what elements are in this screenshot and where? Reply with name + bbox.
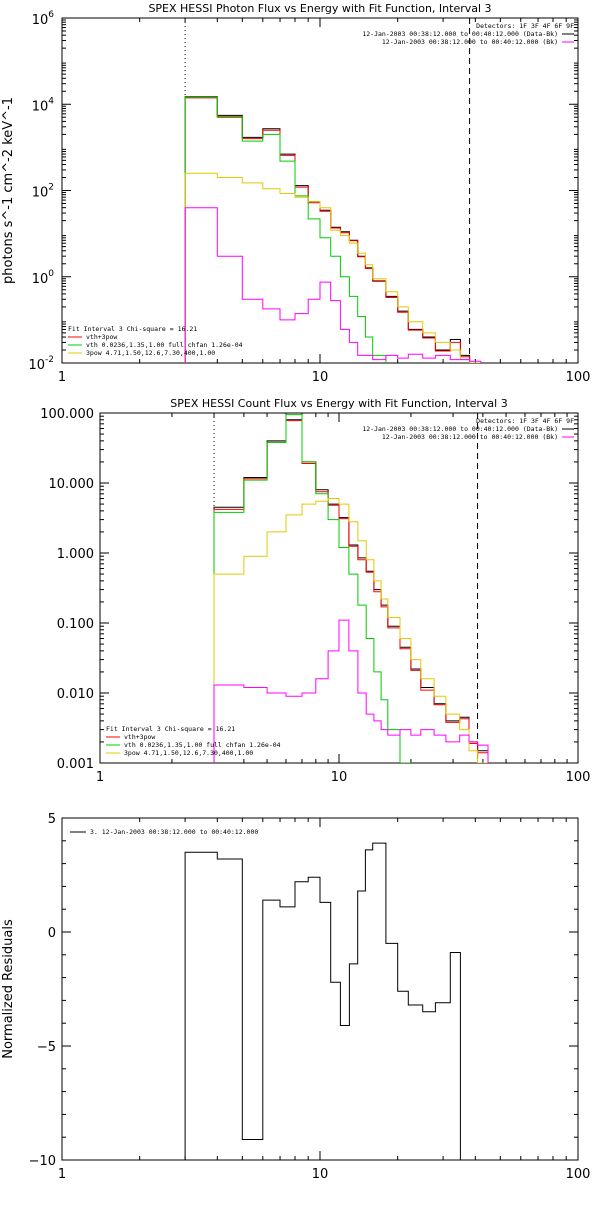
data-series-1: [213, 419, 489, 763]
legend-bottom-left-entry: 3pow 4.71,1.50,12.6,7.30,400,1.00: [86, 349, 215, 357]
chart-panel-1: SPEX HESSI Photon Flux vs Energy with Fi…: [1, 2, 591, 385]
y-tick-label: 10.000: [49, 477, 95, 492]
y-tick-label: 1.000: [57, 547, 94, 562]
chart-panel-2: SPEX HESSI Count Flux vs Energy with Fit…: [40, 397, 591, 785]
chart-panel-3: 1 10 100 5 0 −5 −10 Normalized Residuals 3. 12-J…: [1, 812, 590, 1182]
legend-bottom-left-entry: Fit Interval 3 Chi-square = 16.21: [68, 325, 197, 333]
y-tick-label: 0.100: [57, 617, 94, 632]
legend-top-right-entry: 12-Jan-2003 00:38:12.000 to 00:40:12.000…: [382, 38, 558, 46]
series-group: [184, 842, 461, 1160]
y-tick-base: 10: [32, 186, 49, 201]
data-series-4: [184, 172, 481, 363]
y-axis-label: Normalized Residuals: [1, 919, 16, 1059]
data-series-5: [184, 207, 482, 363]
legend-bottom-left-entry: vth+3pow: [86, 333, 117, 341]
plot-frame: [61, 817, 579, 1161]
x-tick-label: 1: [58, 1167, 66, 1182]
legend-top-left-entry: 3. 12-Jan-2003 00:38:12.000 to 00:40:12.…: [90, 828, 258, 836]
plot-frame: [61, 17, 579, 364]
y-tick-label: 100: [32, 269, 55, 287]
legend-top-right-entry: 12-Jan-2003 00:38:12.000 to 00:40:12.000…: [362, 30, 558, 38]
y-tick-label: 104: [32, 96, 55, 114]
y-tick-label: 0.001: [57, 757, 94, 772]
x-tick-label: 100: [566, 370, 591, 385]
legend-bottom-left-entry: 3pow 4.71,1.50,12.6,7.30,400,1.00: [124, 749, 253, 757]
data-series-2: [184, 97, 482, 363]
legend-bottom-left-entry: vth 0.0236,1.35,1.00 full chfan 1.26e-04: [124, 741, 281, 749]
data-series-1: [184, 842, 461, 1160]
legend-top-right-entry: 12-Jan-2003 00:38:12.000 to 00:40:12.000…: [362, 425, 558, 433]
y-tick-base: 10: [32, 99, 49, 114]
y-tick-label: 102: [32, 183, 54, 201]
y-tick-label: −5: [37, 1040, 56, 1055]
y-tick-label: 0.010: [57, 687, 94, 702]
x-tick-label: 10: [331, 770, 348, 785]
data-series-3: [184, 96, 482, 363]
legend-top-right-entry: Detectors: 1F 3F 4F 6F 9F: [476, 22, 574, 30]
x-tick-label: 10: [312, 1167, 329, 1182]
chart-title: SPEX HESSI Count Flux vs Energy with Fit…: [170, 397, 507, 410]
legend-top-right-entry: 12-Jan-2003 00:38:12.000 to 00:40:12.000…: [382, 433, 558, 441]
x-tick-label: 10: [312, 370, 329, 385]
y-tick-label: 106: [32, 10, 55, 28]
y-tick-exponent: 0: [48, 269, 54, 279]
legend-bottom-left-entry: vth 0.0236,1.35,1.00 full chfan 1.26e-04: [86, 341, 243, 349]
y-axis-label: photons s^-1 cm^-2 keV^-1: [1, 97, 16, 284]
x-tick-label: 1: [96, 770, 104, 785]
legend-top-right-entry: Detectors: 1F 3F 4F 6F 9F: [476, 417, 574, 425]
x-tick-label: 100: [566, 770, 591, 785]
y-tick-exponent: 2: [48, 183, 54, 193]
data-series-2: [213, 420, 489, 763]
y-tick-base: 10: [32, 272, 49, 287]
chart-title: SPEX HESSI Photon Flux vs Energy with Fi…: [148, 2, 491, 15]
x-tick-label: 1: [58, 370, 66, 385]
data-series-4: [213, 498, 488, 763]
y-tick-label: 0: [48, 926, 56, 941]
data-series-3: [213, 414, 489, 763]
y-tick-exponent: -2: [45, 355, 54, 365]
y-tick-exponent: 4: [48, 96, 54, 106]
series-group: [213, 414, 489, 763]
y-tick-label: 5: [48, 812, 56, 827]
y-tick-label: 100.000: [40, 407, 94, 422]
y-tick-base: 10: [28, 358, 45, 373]
legend-bottom-left-entry: vth+3pow: [124, 733, 155, 741]
x-tick-label: 100: [566, 1167, 591, 1182]
y-tick-exponent: 6: [48, 10, 54, 20]
series-group: [184, 96, 482, 363]
plot-frame: [99, 412, 579, 764]
legend-bottom-left-entry: Fit Interval 3 Chi-square = 16.21: [106, 725, 235, 733]
data-series-5: [213, 619, 489, 763]
y-tick-label: −10: [29, 1154, 56, 1169]
y-tick-label: 10-2: [28, 355, 54, 373]
y-tick-base: 10: [32, 13, 49, 28]
